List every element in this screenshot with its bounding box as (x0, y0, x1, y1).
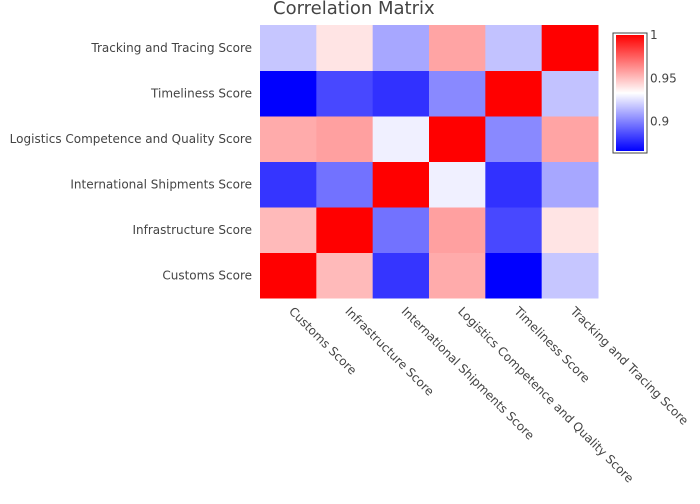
heatmap-cell (485, 25, 543, 71)
heatmap-cell (316, 161, 374, 208)
heatmap-cell (372, 161, 430, 208)
y-tick-label: International Shipments Score (70, 177, 252, 191)
heatmap-cell (429, 161, 486, 208)
y-tick-label: Timeliness Score (150, 86, 252, 100)
heatmap-cell (260, 25, 317, 71)
heatmap-cell (260, 70, 317, 117)
heatmap-cell (429, 116, 486, 162)
heatmap-cell (260, 116, 317, 162)
heatmap-cell (541, 252, 599, 299)
chart-title: Correlation Matrix (273, 0, 435, 19)
heatmap-cell (372, 70, 430, 117)
heatmap-cell (316, 252, 374, 299)
heatmap-cell (429, 252, 486, 299)
y-tick-label: Customs Score (162, 268, 252, 282)
heatmap-cell (372, 252, 430, 299)
heatmap-cell (485, 207, 543, 253)
heatmap-cell (260, 207, 317, 253)
colorbar-tick-label: 0.9 (650, 115, 669, 129)
y-axis-tick-labels: Customs Score Infrastructure Score Interna… (10, 41, 252, 282)
heatmap-cell (485, 161, 543, 208)
heatmap-cell (541, 161, 599, 208)
colorbar-tick-label: 0.95 (650, 71, 677, 85)
heatmap-cell (260, 161, 317, 208)
heatmap-cell (260, 252, 317, 299)
heatmap-cell (316, 207, 374, 253)
heatmap-cell (429, 70, 486, 117)
heatmap-cell (372, 25, 430, 71)
colorbar-ticks: 0.9 0.95 1 (650, 28, 677, 129)
colorbar-tick-label: 1 (650, 28, 658, 42)
heatmap-cell (485, 252, 543, 299)
heatmap-cell (541, 116, 599, 162)
heatmap-cell (485, 70, 543, 117)
heatmap-cells (260, 25, 599, 299)
heatmap-cell (541, 207, 599, 253)
heatmap-cell (541, 70, 599, 117)
heatmap-cell (429, 207, 486, 253)
heatmap-cell (541, 25, 599, 71)
x-tick-label: Tracking and Tracing Score (567, 304, 691, 428)
colorbar: 0.9 0.95 1 (612, 28, 677, 154)
heatmap-cell (316, 25, 374, 71)
y-tick-label: Tracking and Tracing Score (90, 41, 252, 55)
heatmap-cell (372, 116, 430, 162)
heatmap-cell (485, 116, 543, 162)
heatmap-cell (316, 70, 374, 117)
y-tick-label: Logistics Competence and Quality Score (10, 132, 252, 146)
heatmap-cell (429, 25, 486, 71)
heatmap-cell (316, 116, 374, 162)
y-tick-label: Infrastructure Score (132, 223, 252, 237)
heatmap-cell (372, 207, 430, 253)
colorbar-gradient (616, 35, 644, 151)
